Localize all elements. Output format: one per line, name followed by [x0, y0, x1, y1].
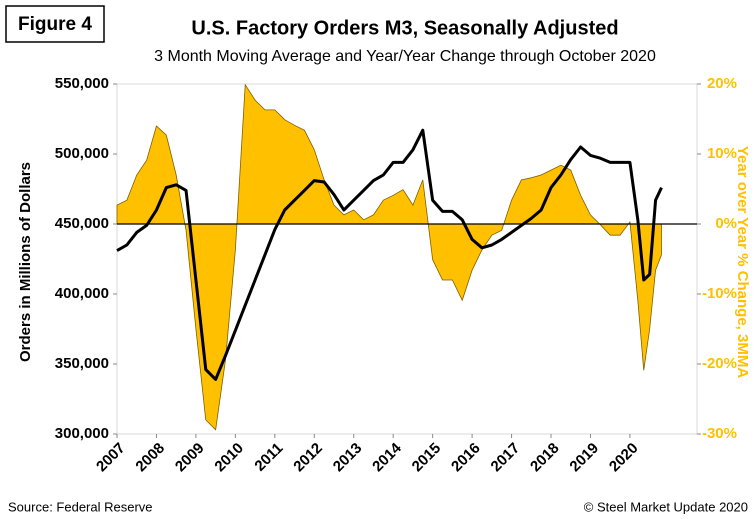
y2-tick-label: -30% — [702, 425, 737, 442]
x-tick-label: 2007 — [93, 440, 129, 476]
figure-label: Figure 4 — [18, 14, 92, 35]
y-tick-label: 500,000 — [55, 145, 109, 162]
y-axis-label: Orders in Millions of Dollars — [17, 162, 34, 362]
x-tick-label: 2010 — [211, 440, 247, 476]
x-tick-label: 2014 — [369, 439, 405, 475]
x-tick-label: 2020 — [606, 440, 642, 476]
x-tick-label: 2015 — [409, 440, 445, 476]
x-tick-label: 2016 — [448, 440, 484, 476]
y2-axis-label: Year over Year % Change, 3MMA — [734, 146, 751, 378]
y2-tick-label: 10% — [707, 145, 737, 162]
x-tick-label: 2012 — [290, 440, 326, 476]
x-tick-label: 2009 — [172, 440, 208, 476]
x-tick-label: 2011 — [251, 440, 286, 475]
source: Source: Federal Reserve — [8, 499, 153, 514]
y-tick-label: 450,000 — [55, 215, 109, 232]
yoy-area — [116, 83, 662, 431]
orders-line — [116, 128, 663, 381]
y2-tick-label: 20% — [707, 75, 737, 92]
y2-tick-label: -20% — [702, 355, 737, 372]
y2-tick-label: 0% — [715, 215, 737, 232]
y2-tick-label: -10% — [702, 285, 737, 302]
chart-title: U.S. Factory Orders M3, Seasonally Adjus… — [191, 17, 618, 39]
y-tick-label: 400,000 — [55, 285, 109, 302]
y-tick-label: 550,000 — [55, 75, 109, 92]
x-tick-label: 2013 — [330, 440, 366, 476]
copyright: © Steel Market Update 2020 — [584, 499, 748, 514]
x-tick-label: 2017 — [488, 440, 524, 476]
chart-subtitle: 3 Month Moving Average and Year/Year Cha… — [154, 48, 656, 65]
x-tick-label: 2018 — [527, 440, 563, 476]
y-tick-label: 300,000 — [55, 425, 109, 442]
x-tick-label: 2019 — [566, 440, 602, 476]
x-tick-label: 2008 — [132, 440, 168, 476]
figure-box — [5, 5, 105, 43]
y-tick-label: 350,000 — [55, 355, 109, 372]
